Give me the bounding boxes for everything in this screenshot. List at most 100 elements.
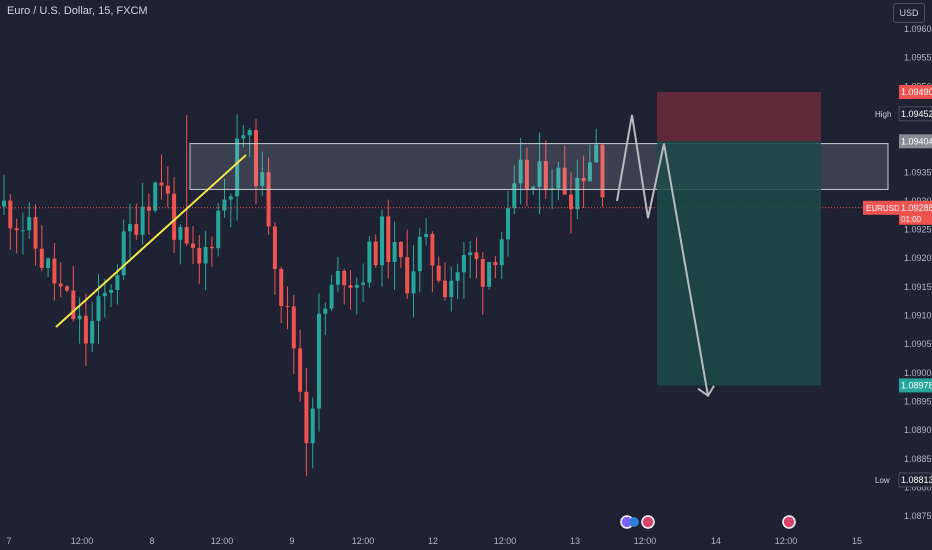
- extreme-label: Low: [875, 476, 890, 485]
- candle-body: [411, 271, 416, 294]
- price-badge-value: 1.09404: [901, 136, 932, 146]
- economic-events: [620, 515, 796, 529]
- symbol-badge-label: EURUSD: [866, 204, 900, 213]
- candle-body: [342, 270, 347, 286]
- trendline[interactable]: [55, 154, 247, 328]
- candle-body: [27, 217, 32, 231]
- candle-body: [109, 290, 114, 293]
- candle-body: [128, 224, 132, 232]
- candle-body: [46, 258, 51, 268]
- y-tick-label: 1.09100: [904, 311, 932, 321]
- chart-drawings: [0, 92, 889, 398]
- candle-body: [537, 161, 542, 187]
- candle-body: [569, 194, 573, 210]
- candle-body: [159, 182, 164, 186]
- candle-body: [178, 227, 183, 240]
- candle-body: [367, 241, 372, 283]
- candle-body: [228, 196, 233, 200]
- candle-body: [285, 305, 290, 307]
- projection-arrowhead: [697, 385, 715, 398]
- candle-body: [298, 348, 303, 392]
- candle-body: [461, 255, 466, 273]
- candle-body: [153, 182, 158, 211]
- candle-body: [600, 144, 605, 198]
- y-tick-label: 1.09550: [904, 53, 932, 63]
- y-tick-label: 1.09150: [904, 282, 932, 292]
- candle-body: [266, 172, 271, 227]
- candle-body: [102, 292, 107, 297]
- candle-body: [499, 239, 504, 266]
- price-badge: [899, 200, 932, 225]
- candle-body: [39, 248, 44, 268]
- candle-body: [291, 306, 296, 349]
- price-badge-value: 1.09452: [901, 109, 932, 119]
- candle-body: [417, 236, 422, 272]
- currency-button[interactable]: USD: [893, 3, 925, 23]
- candle-body: [90, 320, 95, 344]
- event-flag-icon[interactable]: [641, 515, 655, 529]
- candle-body: [556, 167, 561, 189]
- y-tick-label: 1.09250: [904, 225, 932, 235]
- candle-body: [323, 308, 328, 314]
- candle-body: [386, 216, 391, 263]
- y-tick-label: 1.09350: [904, 167, 932, 177]
- candle-body: [216, 210, 221, 249]
- price-badge-value: 1.08813: [901, 475, 932, 485]
- time-axis: 7 12:00 8 12:00 9 12:00 12 12:00 13 12:00 14 12:00 1…: [6, 536, 862, 546]
- candle-body: [58, 283, 63, 287]
- candle-body: [310, 408, 315, 444]
- candle-body: [398, 241, 403, 258]
- countdown-label: 01:00: [901, 215, 922, 224]
- candle-body: [121, 231, 126, 276]
- price-badge-value: 1.08978: [901, 380, 932, 390]
- candle-body: [329, 284, 334, 309]
- x-tick-label: 12:00: [634, 536, 657, 546]
- y-tick-label: 1.09600: [904, 24, 932, 34]
- candle-body: [140, 206, 145, 235]
- x-tick-label: 15: [852, 536, 862, 546]
- candle-body: [518, 159, 523, 184]
- stop-loss-zone[interactable]: [657, 92, 821, 142]
- x-tick-label: 8: [149, 536, 154, 546]
- symbol-badge: [863, 200, 899, 215]
- x-tick-label: 13: [570, 536, 580, 546]
- candle-body: [354, 284, 359, 288]
- candle-body: [71, 290, 76, 320]
- candle-body: [203, 246, 208, 264]
- y-tick-label: 1.08750: [904, 511, 932, 521]
- candle-body: [480, 258, 485, 287]
- x-tick-label: 9: [289, 536, 294, 546]
- candle-body: [146, 206, 151, 211]
- candle-body: [531, 186, 536, 190]
- candle-body: [254, 130, 258, 187]
- candle-body: [272, 226, 277, 269]
- extreme-label: High: [875, 110, 891, 119]
- candle-body: [191, 243, 195, 248]
- price-badge: [898, 106, 932, 122]
- candle-body: [20, 230, 25, 232]
- x-tick-label: 12:00: [211, 536, 234, 546]
- price-axis: 1.096001.095501.095001.094501.094001.093…: [863, 24, 932, 521]
- projection-path[interactable]: [616, 114, 709, 396]
- y-tick-label: 1.08850: [904, 454, 932, 464]
- event-flag-icon[interactable]: [782, 515, 796, 529]
- y-tick-label: 1.08950: [904, 396, 932, 406]
- candle-body: [52, 258, 57, 284]
- candle-body: [361, 282, 366, 285]
- candle-body: [165, 185, 170, 194]
- candle-body: [209, 246, 214, 249]
- take-profit-zone[interactable]: [657, 141, 821, 386]
- price-badge: [899, 134, 932, 149]
- x-tick-label: 12:00: [71, 536, 94, 546]
- candle-body: [543, 161, 548, 191]
- y-tick-label: 1.09050: [904, 339, 932, 349]
- candle-body: [335, 270, 340, 285]
- y-tick-label: 1.09200: [904, 253, 932, 263]
- event-flag-icon[interactable]: [629, 517, 639, 527]
- x-tick-label: 14: [711, 536, 721, 546]
- candlestick-series: [2, 114, 605, 476]
- candle-body: [2, 200, 6, 207]
- candle-body: [317, 313, 321, 409]
- candle-body: [506, 208, 510, 240]
